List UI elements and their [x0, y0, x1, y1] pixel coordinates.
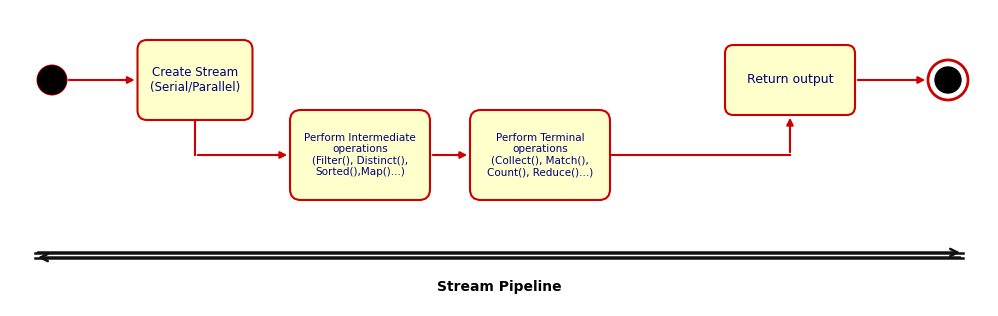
- Text: Stream Pipeline: Stream Pipeline: [437, 280, 561, 294]
- Text: Perform Intermediate
operations
(Filter(), Distinct(),
Sorted(),Map()...): Perform Intermediate operations (Filter(…: [304, 133, 416, 177]
- FancyBboxPatch shape: [470, 110, 610, 200]
- Text: Create Stream
(Serial/Parallel): Create Stream (Serial/Parallel): [150, 66, 241, 94]
- FancyBboxPatch shape: [290, 110, 430, 200]
- Circle shape: [37, 64, 68, 95]
- FancyBboxPatch shape: [138, 40, 252, 120]
- Circle shape: [935, 67, 961, 93]
- FancyBboxPatch shape: [725, 45, 855, 115]
- Circle shape: [928, 60, 968, 100]
- Text: Return output: Return output: [747, 74, 833, 87]
- Circle shape: [38, 66, 66, 94]
- Text: Perform Terminal
operations
(Collect(), Match(),
Count(), Reduce()...): Perform Terminal operations (Collect(), …: [487, 133, 593, 177]
